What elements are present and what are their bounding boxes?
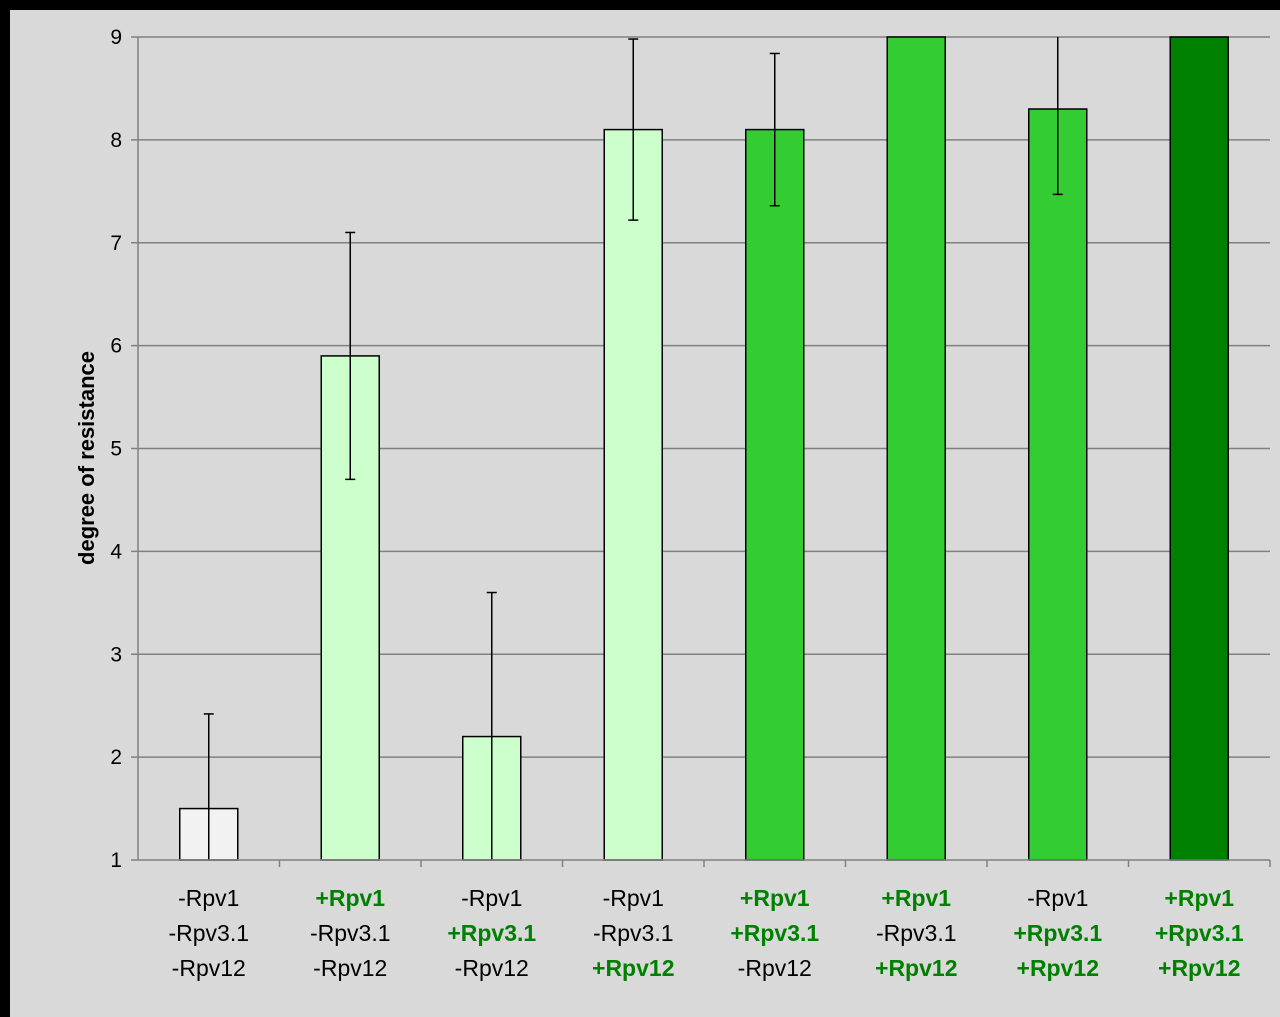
x-category-label-line: +Rpv12	[875, 955, 957, 981]
x-category-label-line: -Rpv1	[461, 885, 522, 911]
y-tick-label: 8	[110, 129, 122, 152]
y-tick-label: 4	[110, 540, 122, 563]
x-category-label-line: +Rpv1	[740, 885, 810, 911]
x-category-label-line: -Rpv12	[172, 955, 246, 981]
x-category-label-line: +Rpv12	[1017, 955, 1099, 981]
x-category-label-line: -Rpv12	[455, 955, 529, 981]
y-tick-label: 3	[110, 643, 122, 666]
bar	[1028, 108, 1088, 861]
bar	[603, 128, 663, 861]
error-bars	[203, 37, 1063, 860]
y-tick-labels: 1 2 3 4 5 6 7 8 9	[110, 26, 122, 872]
chart-frame: 1 2 3 4 5 6 7 8 9 -Rpv1 -Rpv3.1 -Rpv12 +Rpv1 -Rpv3.1…	[10, 10, 1280, 1017]
x-category-labels: -Rpv1 -Rpv3.1 -Rpv12 +Rpv1 -Rpv3.1 -Rpv12 -Rpv…	[168, 885, 1243, 981]
x-category-label-line: +Rpv3.1	[1013, 920, 1102, 946]
x-category-label-line: -Rpv1	[1027, 885, 1088, 911]
y-tick-label: 5	[110, 438, 122, 461]
x-category-label-line: -Rpv3.1	[168, 920, 249, 946]
x-category-label-line: -Rpv12	[738, 955, 812, 981]
x-category-label-line: -Rpv12	[313, 955, 387, 981]
x-category-label-line: +Rpv3.1	[1155, 920, 1244, 946]
y-axis-title: degree of resistance	[74, 351, 99, 565]
x-category-label-line: +Rpv12	[592, 955, 674, 981]
x-category-label-line: +Rpv12	[1158, 955, 1240, 981]
x-category-label-line: -Rpv3.1	[593, 920, 674, 946]
gridlines	[138, 36, 1270, 758]
x-category-label-line: -Rpv3.1	[310, 920, 391, 946]
y-tick-label: 7	[110, 232, 122, 255]
x-category-label-line: +Rpv1	[1164, 885, 1234, 911]
y-tick-label: 2	[110, 746, 122, 769]
x-category-label-line: +Rpv1	[881, 885, 951, 911]
y-tick-label: 9	[110, 26, 122, 49]
bar	[1169, 36, 1229, 861]
x-category-label-line: +Rpv1	[315, 885, 385, 911]
x-category-label-line: -Rpv3.1	[876, 920, 957, 946]
bar-chart: 1 2 3 4 5 6 7 8 9 -Rpv1 -Rpv3.1 -Rpv12 +Rpv1 -Rpv3.1…	[74, 26, 1271, 981]
x-category-label-line: +Rpv3.1	[447, 920, 536, 946]
y-tick-label: 6	[110, 335, 122, 358]
bar	[886, 36, 946, 861]
y-tick-label: 1	[110, 849, 122, 872]
x-category-label-line: +Rpv3.1	[730, 920, 819, 946]
x-category-label-line: -Rpv1	[178, 885, 239, 911]
bar	[745, 128, 805, 861]
axes	[131, 36, 1271, 867]
x-category-label-line: -Rpv1	[603, 885, 664, 911]
